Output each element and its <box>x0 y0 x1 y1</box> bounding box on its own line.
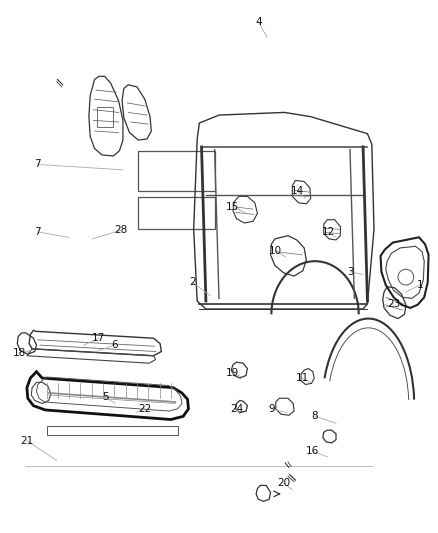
Text: 16: 16 <box>306 447 319 456</box>
Text: 7: 7 <box>35 227 41 237</box>
Text: 21: 21 <box>20 436 34 446</box>
Text: 12: 12 <box>321 227 335 237</box>
Text: 14: 14 <box>291 186 304 196</box>
Text: 20: 20 <box>277 478 290 488</box>
Text: 9: 9 <box>268 404 275 414</box>
Text: 17: 17 <box>92 333 106 343</box>
Text: 18: 18 <box>12 348 26 358</box>
Text: 7: 7 <box>35 159 41 169</box>
Text: 5: 5 <box>102 392 109 402</box>
Text: 10: 10 <box>269 246 283 255</box>
Text: 15: 15 <box>226 202 239 212</box>
Text: 3: 3 <box>346 267 353 277</box>
Text: 22: 22 <box>138 404 152 414</box>
Text: 6: 6 <box>111 340 117 350</box>
Text: 28: 28 <box>114 225 127 236</box>
Text: 2: 2 <box>190 278 196 287</box>
Bar <box>97 107 113 127</box>
Text: 1: 1 <box>417 280 423 290</box>
Text: 19: 19 <box>226 368 239 378</box>
Text: 23: 23 <box>387 298 400 309</box>
Text: 4: 4 <box>255 17 261 27</box>
Text: 8: 8 <box>312 411 318 421</box>
Text: 24: 24 <box>230 404 243 414</box>
Text: 11: 11 <box>295 373 309 383</box>
